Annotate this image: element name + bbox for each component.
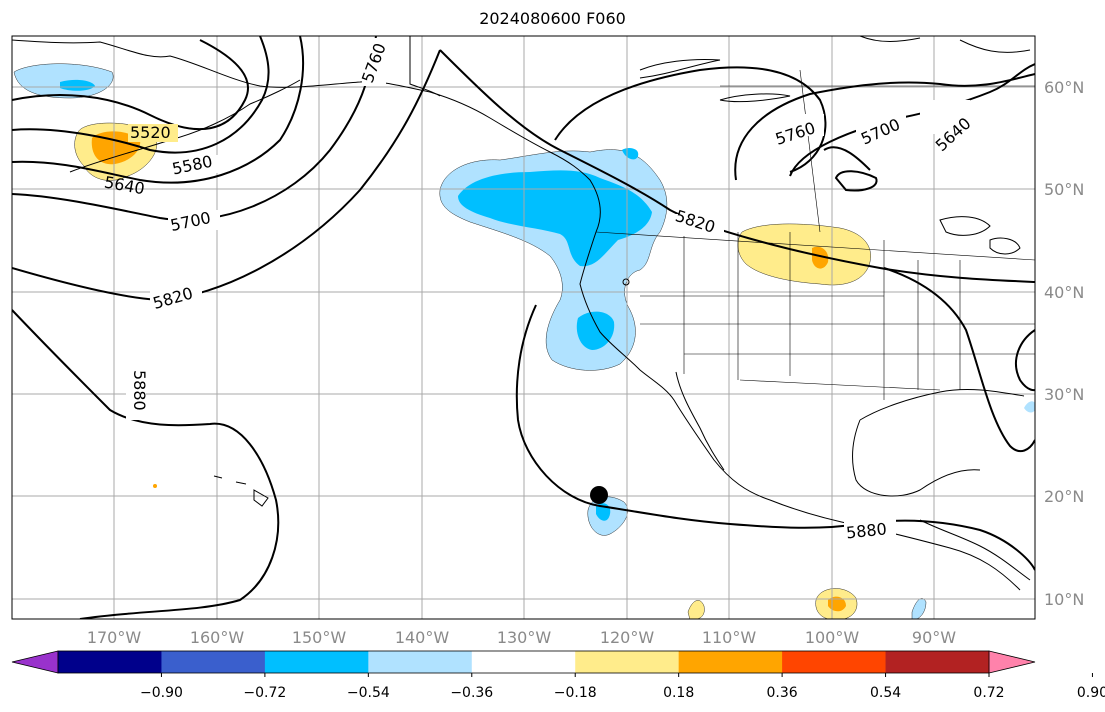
map-title: 2024080600 F060 <box>479 9 626 28</box>
lon-label-170w: 170°W <box>87 628 142 647</box>
colorbar-segment <box>575 651 680 673</box>
contour-label-5520: 5520 <box>130 123 171 142</box>
colorbar-segment <box>885 651 990 673</box>
colorbar-tick-label: 0.54 <box>870 685 901 701</box>
colorbar-tick-label: −0.36 <box>450 685 493 701</box>
colorbar-tick-label: −0.90 <box>140 685 183 701</box>
political-borders <box>595 69 1035 400</box>
colorbar: −0.90 −0.72 −0.54 −0.36 −0.18 0.18 0.36 0.54 0.7… <box>11 650 1105 701</box>
lat-label-50n: 50°N <box>1044 180 1084 199</box>
lat-label-40n: 40°N <box>1044 283 1084 302</box>
anomaly-south-yellow-1 <box>687 600 705 619</box>
colorbar-segment <box>782 651 887 673</box>
anomaly-pnw-blue <box>458 170 652 267</box>
latitude-labels: 60°N 50°N 40°N 30°N 20°N 10°N <box>1044 78 1084 609</box>
map-frame <box>11 35 1036 620</box>
longitude-labels: 170°W 160°W 150°W 140°W 130°W 120°W 110°… <box>87 628 956 647</box>
colorbar-tick-label: 0.18 <box>663 685 694 701</box>
colorbar-segment <box>264 651 369 673</box>
colorbar-tick-label: −0.72 <box>243 685 286 701</box>
contour-labels: 5520 5580 5640 5700 5820 5880 5760 5820 … <box>103 38 975 542</box>
lon-label-90w: 90°W <box>912 628 956 647</box>
anomaly-bering-blue <box>60 79 95 91</box>
lon-label-150w: 150°W <box>292 628 347 647</box>
contour-label-5880-west: 5880 <box>130 370 149 411</box>
colorbar-tick-label: 0.36 <box>767 685 798 701</box>
lat-label-60n: 60°N <box>1044 78 1084 97</box>
anomaly-sf-blue <box>576 311 615 350</box>
height-contours <box>12 36 1035 619</box>
lon-label-100w: 100°W <box>805 628 860 647</box>
lon-label-130w: 130°W <box>497 628 552 647</box>
anomaly-plains-orange <box>812 246 829 269</box>
lon-label-110w: 110°W <box>702 628 757 647</box>
contour-label-5880-south: 5880 <box>845 519 887 542</box>
colorbar-segment <box>368 651 473 673</box>
colorbar-tick-label: −0.54 <box>347 685 390 701</box>
colorbar-tick-label: 0.72 <box>973 685 1004 701</box>
colorbar-tick-label: 0.90 <box>1077 685 1105 701</box>
anomaly-plains-yellow <box>737 223 871 286</box>
marker-dot <box>590 486 608 504</box>
colorbar-tick-label: −0.18 <box>554 685 597 701</box>
colorbar-segment <box>471 651 576 673</box>
lat-label-10n: 10°N <box>1044 590 1084 609</box>
anomaly-gulf-blue <box>1024 401 1035 413</box>
colorbar-extend-right <box>988 650 1036 674</box>
lon-label-160w: 160°W <box>190 628 245 647</box>
lat-label-30n: 30°N <box>1044 385 1084 404</box>
lat-label-20n: 20°N <box>1044 487 1084 506</box>
colorbar-outline <box>57 650 990 674</box>
lon-label-120w: 120°W <box>600 628 655 647</box>
anomaly-bc-blue <box>622 148 639 160</box>
colorbar-segment <box>161 651 266 673</box>
colorbar-segment <box>678 651 783 673</box>
colorbar-segment <box>58 651 162 673</box>
lon-label-140w: 140°W <box>395 628 450 647</box>
colorbar-extend-left <box>11 650 59 674</box>
anomaly-south-blue <box>911 598 927 619</box>
